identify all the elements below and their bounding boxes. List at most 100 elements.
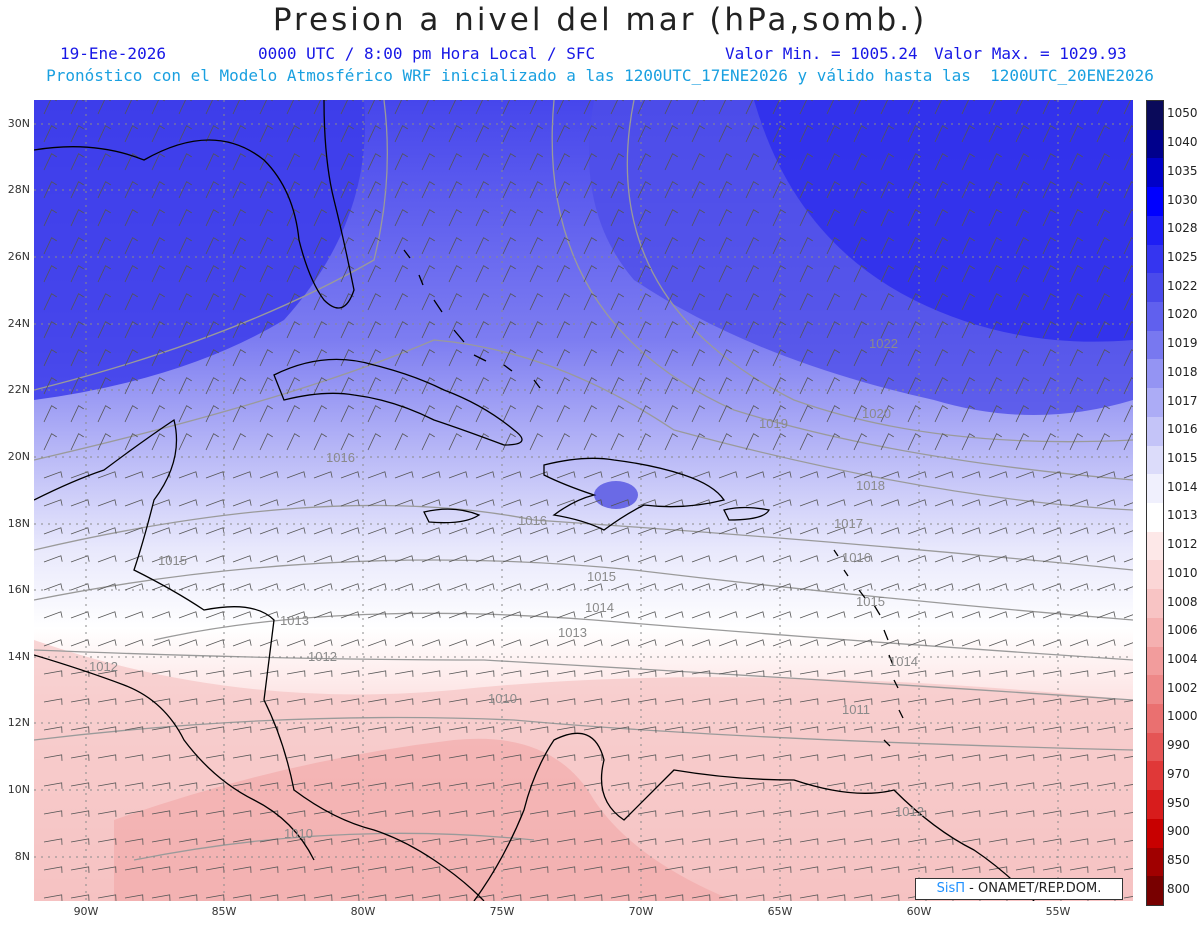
wind-barb (1069, 237, 1083, 255)
wind-barb (772, 125, 786, 143)
wind-barb (259, 293, 273, 311)
wind-barb (853, 100, 867, 115)
wind-barb (1096, 838, 1116, 845)
wind-barb (394, 125, 408, 143)
lat-label: 24N (7, 317, 30, 330)
wind-barb (826, 433, 840, 451)
wind-barb (394, 611, 414, 619)
wind-barb (772, 153, 786, 171)
colorbar-swatch (1147, 560, 1163, 590)
wind-barb (826, 555, 846, 563)
wind-barb (124, 237, 138, 255)
wind-barb (259, 181, 273, 199)
wind-barb (1096, 810, 1116, 817)
wind-barb (367, 894, 387, 901)
wind-barb (610, 321, 624, 339)
wind-barb (502, 810, 522, 817)
wind-barb (718, 782, 738, 789)
wind-barb (880, 349, 894, 367)
wind-barb (259, 377, 273, 395)
wind-barb (1069, 433, 1083, 451)
wind-barb (880, 698, 900, 705)
wind-barb (97, 894, 117, 901)
wind-barb (151, 499, 171, 507)
wind-barb (1042, 321, 1056, 339)
wind-barb (880, 611, 900, 619)
wind-barb (961, 293, 975, 311)
wind-barb (151, 754, 171, 761)
wind-barb (907, 237, 921, 255)
wind-barb (448, 555, 468, 563)
wind-barb (772, 265, 786, 283)
wind-barb (637, 555, 657, 563)
wind-barb (232, 698, 252, 705)
wind-barb (367, 527, 387, 535)
wind-barb (637, 782, 657, 789)
wind-barb (583, 670, 603, 677)
wind-barb (1042, 181, 1056, 199)
wind-barb (610, 405, 624, 423)
wind-barb (718, 181, 732, 199)
wind-barb (394, 237, 408, 255)
wind-barb (421, 670, 441, 677)
wind-barb (799, 810, 819, 817)
wind-barb (691, 100, 705, 115)
colorbar-level-label: 1035 (1167, 163, 1198, 178)
wind-barb (772, 471, 792, 479)
wind-barb (691, 782, 711, 789)
wind-barb (826, 754, 846, 761)
wind-barb (178, 698, 198, 705)
wind-barb (610, 698, 630, 705)
wind-barb (313, 499, 333, 507)
wind-barb (124, 125, 138, 143)
wind-barb (1069, 181, 1083, 199)
wind-barb (70, 894, 90, 901)
wind-barb (259, 125, 273, 143)
wind-barb (151, 726, 171, 733)
wind-barb (367, 293, 381, 311)
wind-barb (475, 433, 489, 451)
wind-barb (1042, 611, 1062, 619)
wind-barb (880, 265, 894, 283)
wind-barb (637, 894, 657, 901)
wind-barb (691, 810, 711, 817)
wind-barb (691, 209, 705, 227)
wind-barb (43, 670, 63, 677)
wind-barb (745, 349, 759, 367)
wind-barb (718, 894, 738, 901)
wind-barb (961, 321, 975, 339)
wind-barb (772, 237, 786, 255)
wind-barb (772, 894, 792, 901)
wind-barb (637, 125, 651, 143)
colorbar-level-label: 850 (1167, 852, 1190, 867)
wind-barb (178, 810, 198, 817)
wind-barb (853, 433, 867, 451)
wind-barb (826, 237, 840, 255)
wind-barb (313, 639, 333, 647)
wind-barb (556, 555, 576, 563)
wind-barb (988, 349, 1002, 367)
lat-label: 30N (7, 117, 30, 130)
wind-barb (340, 377, 354, 395)
wind-barb (610, 125, 624, 143)
wind-barb (259, 611, 279, 619)
wind-barb (448, 265, 462, 283)
wind-barb (502, 894, 522, 901)
wind-barb (826, 265, 840, 283)
wind-barb (286, 433, 300, 451)
wind-barb (772, 726, 792, 733)
wind-barb (691, 349, 705, 367)
colorbar-level-label: 1000 (1167, 709, 1198, 724)
wind-barb (934, 698, 954, 705)
wind-barb (367, 471, 387, 479)
wind-barb (718, 405, 732, 423)
wind-barb (583, 181, 597, 199)
colorbar-swatch (1147, 302, 1163, 331)
wind-barb (826, 866, 846, 873)
wind-barb (583, 209, 597, 227)
wind-barb (1042, 810, 1062, 817)
colorbar-level-label: 900 (1167, 824, 1190, 839)
wind-barb (826, 726, 846, 733)
wind-barb (124, 265, 138, 283)
wind-barb (1123, 181, 1133, 199)
